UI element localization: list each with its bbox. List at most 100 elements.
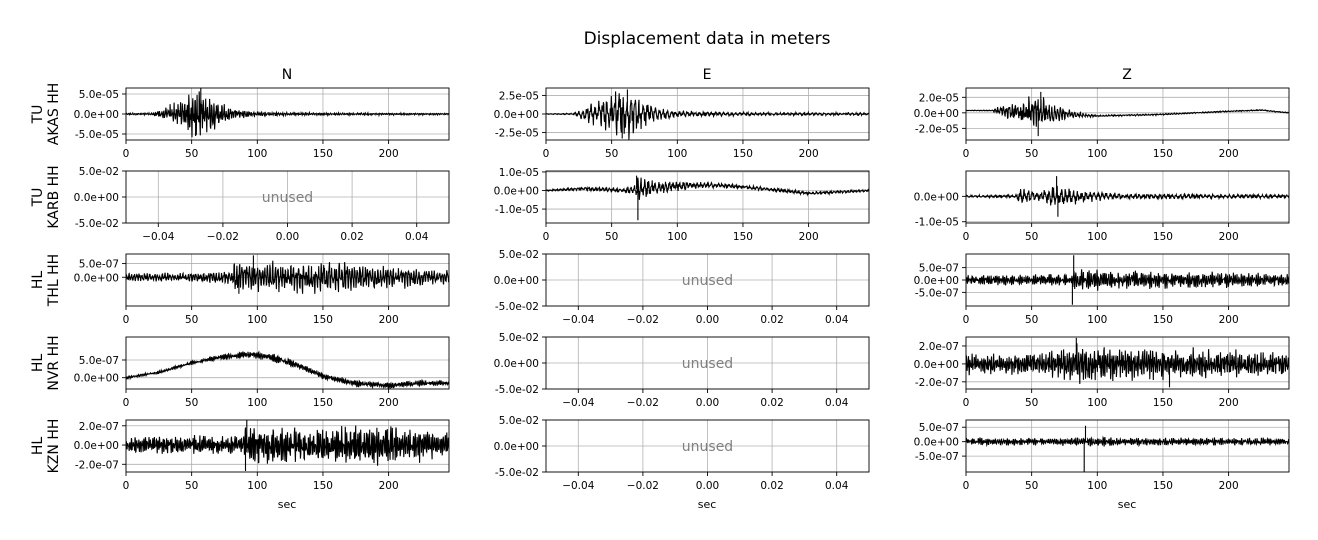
panel-tu-karb-hh-e: 0 50 100 150 200 1.0e-05 0.0e+00 -1.0e-05 — [494, 167, 870, 243]
trace-line — [966, 425, 1289, 472]
x-tick-label: 100 — [1087, 231, 1107, 243]
y-tick-label: -5.0e-02 — [75, 218, 119, 230]
column-title-n: N — [282, 67, 292, 83]
y-tick-label: -2.0e-07 — [75, 459, 119, 471]
panel-hl-kzn-hh-e: unused −0.04 −0.02 0.00 0.02 0.04 5.0e-02 0.0e+… — [494, 415, 870, 492]
trace-line — [126, 350, 449, 389]
x-tick-label: −0.04 — [142, 231, 174, 243]
x-tick-label: 150 — [1153, 231, 1173, 243]
x-tick-label: 150 — [1153, 148, 1173, 160]
panel-hl-kzn-hh-z: 0 50 100 150 200 5.0e-07 0.0e+00 -5.0e-07 — [914, 419, 1290, 492]
y-tick-label: 2.5e-05 — [499, 90, 539, 102]
panel-hl-kzn-hh-n: 0 50 100 150 200 2.0e-07 0.0e+00 -2.0e-07 — [74, 419, 450, 492]
x-tick-label: 150 — [733, 231, 753, 243]
x-tick-label: 150 — [1153, 314, 1173, 326]
panel-tu-karb-hh-n: unused −0.04 −0.02 0.00 0.02 0.04 5.0e-02 0.0e+… — [74, 166, 450, 243]
y-tick-label: 2.0e-07 — [79, 421, 119, 433]
x-axis-label-z: sec — [1118, 498, 1137, 511]
y-tick-label: 5.0e-02 — [499, 332, 539, 344]
panel-hl-thl-hh-z: 0 50 100 150 200 5.0e-070.0e+00-5.0e-07 — [914, 253, 1290, 326]
x-tick-label: 150 — [313, 148, 333, 160]
x-tick-label: 200 — [1219, 314, 1239, 326]
x-tick-label: 200 — [379, 397, 399, 409]
unused-label: unused — [682, 439, 733, 455]
x-tick-label: 0 — [963, 480, 970, 492]
x-tick-label: 50 — [605, 148, 618, 160]
x-axis-label-n: sec — [278, 498, 297, 511]
row-label-line: TU — [30, 105, 46, 125]
panel-hl-nvr-hh-z: 0 50 100 150 200 2.0e-07 0.0e+00 -2.0e-07 — [914, 336, 1290, 409]
y-tick-label: 0.0e+00 — [494, 441, 539, 453]
x-tick-label: 100 — [247, 480, 267, 492]
x-tick-label: 150 — [1153, 397, 1173, 409]
y-tick-label: 0.0e+00 — [74, 192, 119, 204]
trace-line — [126, 255, 449, 294]
y-tick-label: -2.0e-05 — [915, 123, 959, 135]
trace-line — [546, 89, 869, 140]
x-tick-label: 0 — [543, 148, 550, 160]
x-tick-label: 150 — [733, 148, 753, 160]
x-tick-label: −0.02 — [627, 314, 659, 326]
x-tick-label: 100 — [1087, 480, 1107, 492]
x-tick-label: 0.04 — [825, 480, 849, 492]
x-axis-label-e: sec — [698, 498, 717, 511]
y-tick-label: 2.0e-07 — [919, 341, 959, 353]
figure-title: Displacement data in meters — [584, 29, 831, 49]
x-tick-label: 0 — [123, 397, 130, 409]
y-tick-label: 1.0e-05 — [499, 167, 539, 179]
panel-tu-akas-hh-z: 0 50 100 150 200 2.0e-05 0.0e+00 -2.0e-05 — [914, 87, 1290, 160]
unused-label: unused — [262, 190, 313, 206]
x-tick-label: 0 — [963, 231, 970, 243]
row-label-line: AKAS HH — [46, 83, 62, 145]
x-tick-label: −0.04 — [562, 480, 594, 492]
y-tick-label: 0.0e+00 — [494, 109, 539, 121]
x-tick-label: 150 — [1153, 480, 1173, 492]
row-label-line: NVR HH — [46, 335, 62, 390]
y-tick-label: -5.0e-05 — [75, 129, 119, 141]
y-tick-label: 0.0e+00 — [74, 109, 119, 121]
column-titles: N E Z — [282, 67, 1132, 83]
y-tick-label: -2.5e-05 — [495, 128, 539, 140]
trace-line — [966, 337, 1289, 388]
y-tick-label: 0.0e+00 — [914, 191, 959, 203]
panel-tu-karb-hh-z: 0 50 100 150 200 0.0e+00 -1.0e-05 — [914, 170, 1290, 243]
y-tick-label: -5.0e-07 — [915, 287, 959, 299]
trace-line — [966, 255, 1289, 305]
trace-line — [126, 420, 449, 471]
y-tick-label: 5.0e-02 — [79, 166, 119, 178]
x-tick-label: 200 — [1219, 148, 1239, 160]
x-tick-label: 100 — [247, 397, 267, 409]
row-label-line: TU — [30, 188, 46, 208]
row-label-line: HL — [30, 354, 46, 373]
x-tick-label: 200 — [1219, 397, 1239, 409]
row-label-line: THL HH — [46, 254, 62, 307]
y-tick-label: 5.0e-07 — [919, 422, 959, 434]
axes-frame — [965, 170, 1290, 224]
axes-frame — [125, 419, 450, 473]
trace-line — [546, 175, 869, 221]
x-tick-label: 200 — [799, 231, 819, 243]
x-tick-label: 100 — [1087, 397, 1107, 409]
axes-frame — [545, 170, 870, 224]
x-tick-label: −0.02 — [207, 231, 239, 243]
row-label-3: HL NVR HH — [30, 335, 62, 390]
y-tick-label: 2.0e-05 — [919, 92, 959, 104]
x-tick-label: 0.00 — [696, 314, 719, 326]
y-tick-label: -5.0e-02 — [495, 467, 539, 479]
x-tick-label: 100 — [667, 148, 687, 160]
x-tick-label: 0 — [543, 231, 550, 243]
x-tick-label: 0.02 — [760, 480, 783, 492]
x-tick-label: 0 — [963, 148, 970, 160]
y-tick-label: 0.0e+00 — [74, 440, 119, 452]
trace-line — [126, 88, 449, 138]
y-tick-label: -5.0e-02 — [495, 301, 539, 313]
panel-tu-akas-hh-n: 0 50 100 150 200 5.0e-05 0.0e+00 -5.0e-05 — [74, 87, 450, 160]
y-tick-label: -1.0e-05 — [915, 217, 959, 229]
x-tick-label: 50 — [1025, 397, 1038, 409]
y-tick-label: 0.0e+00 — [494, 358, 539, 370]
x-tick-label: 0.02 — [760, 314, 783, 326]
x-tick-label: 50 — [185, 480, 198, 492]
